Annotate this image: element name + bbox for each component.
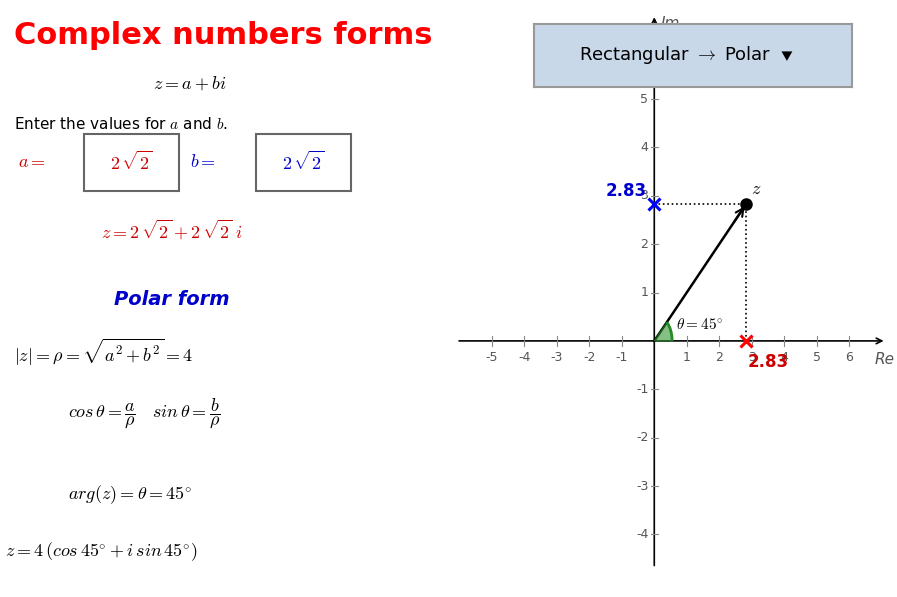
Text: 6: 6 (640, 44, 649, 57)
Text: $b =$: $b =$ (190, 153, 216, 171)
Text: 6: 6 (845, 350, 853, 364)
Text: 2.83: 2.83 (606, 182, 647, 200)
Text: 5: 5 (813, 350, 821, 364)
Polygon shape (654, 322, 672, 341)
Text: 3: 3 (640, 189, 649, 202)
Text: Polar form: Polar form (114, 290, 230, 309)
FancyBboxPatch shape (256, 134, 351, 191)
Text: -5: -5 (485, 350, 498, 364)
Text: $\mathit{arg}(z) = \theta = 45^{\circ}$: $\mathit{arg}(z) = \theta = 45^{\circ}$ (68, 484, 192, 506)
Text: Re: Re (875, 352, 895, 367)
Text: -2: -2 (636, 431, 649, 444)
Text: -4: -4 (518, 350, 531, 364)
Text: Rectangular $\rightarrow$ Polar  $\blacktriangledown$: Rectangular $\rightarrow$ Polar $\blackt… (579, 44, 794, 66)
Text: Enter the values for $a$ and $b$.: Enter the values for $a$ and $b$. (13, 116, 228, 133)
Text: -4: -4 (636, 528, 649, 541)
Text: 2: 2 (715, 350, 723, 364)
Text: $z = 2\,\sqrt{2} + 2\,\sqrt{2}\;i$: $z = 2\,\sqrt{2} + 2\,\sqrt{2}\;i$ (101, 218, 243, 242)
Text: $2\,\sqrt{2}$: $2\,\sqrt{2}$ (283, 151, 325, 174)
Text: 2: 2 (640, 238, 649, 251)
Text: $\theta = 45^{\circ}$: $\theta = 45^{\circ}$ (676, 318, 724, 333)
Text: 1: 1 (683, 350, 691, 364)
Text: $z$: $z$ (751, 180, 762, 198)
FancyBboxPatch shape (83, 134, 179, 191)
Text: Complex numbers forms: Complex numbers forms (13, 21, 432, 50)
Text: 3: 3 (748, 350, 755, 364)
Text: 5: 5 (640, 93, 649, 106)
Text: -3: -3 (551, 350, 563, 364)
Text: 4: 4 (640, 141, 649, 154)
Text: -3: -3 (636, 479, 649, 493)
Text: $z = a + bi$: $z = a + bi$ (153, 75, 227, 93)
Text: $|z| = \rho = \sqrt{a^2 + b^2} = 4$: $|z| = \rho = \sqrt{a^2 + b^2} = 4$ (13, 337, 193, 368)
Text: $z = 4\,(\mathit{cos}\,45^{\circ} + i\,\mathit{sin}\,45^{\circ})$: $z = 4\,(\mathit{cos}\,45^{\circ} + i\,\… (4, 540, 196, 563)
Text: -1: -1 (636, 383, 649, 396)
Text: 4: 4 (780, 350, 788, 364)
Text: 2.83: 2.83 (748, 353, 788, 371)
Text: 1: 1 (640, 286, 649, 299)
Text: -1: -1 (615, 350, 628, 364)
Text: $2\,\sqrt{2}$: $2\,\sqrt{2}$ (110, 151, 152, 174)
Text: $\mathit{cos}\,\theta = \dfrac{a}{\rho} \quad \mathit{sin}\,\theta = \dfrac{b}{\: $\mathit{cos}\,\theta = \dfrac{a}{\rho} … (68, 397, 221, 431)
Text: Im: Im (660, 16, 680, 31)
Text: -2: -2 (583, 350, 596, 364)
Text: $a =$: $a =$ (18, 153, 46, 171)
